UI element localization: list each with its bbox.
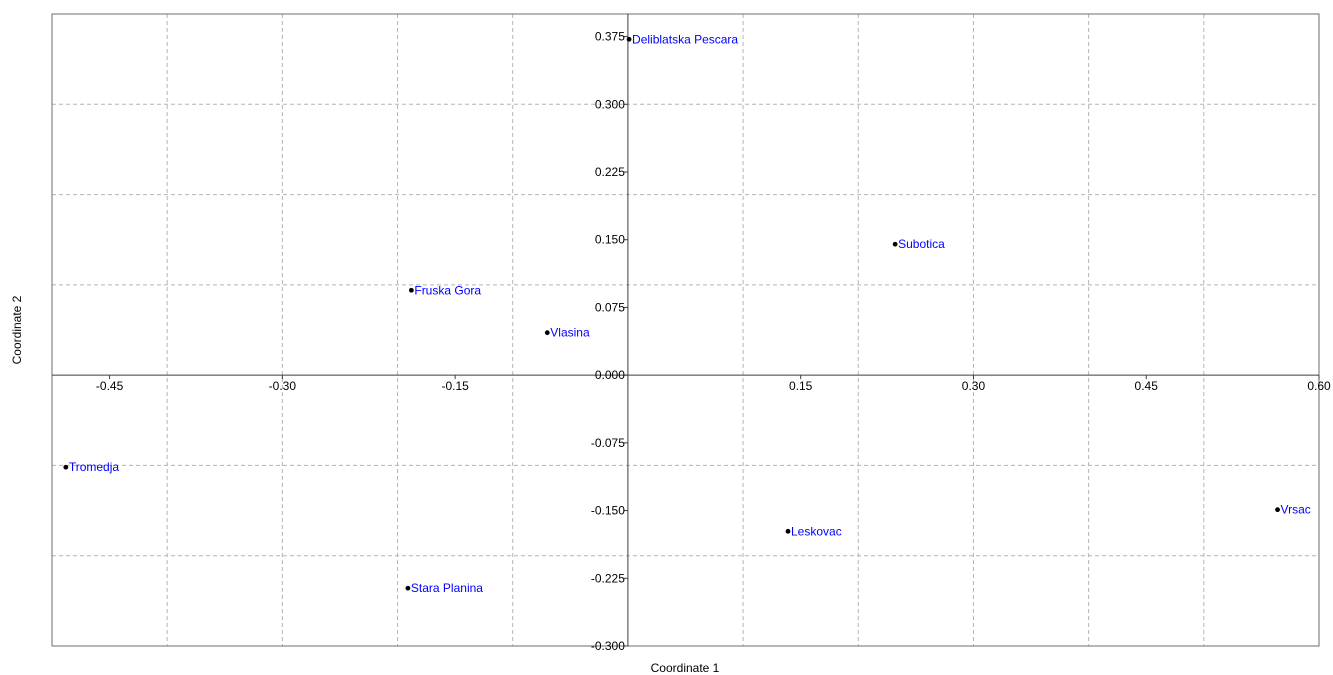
point-label: Fruska Gora: [414, 283, 481, 297]
point-label: Leskovac: [791, 524, 842, 538]
y-tick-label: 0.225: [595, 165, 625, 179]
point-label: Vrsac: [1281, 503, 1311, 517]
data-point: [626, 36, 632, 42]
point-label: Deliblatska Pescara: [632, 32, 738, 46]
y-tick-label: 0.075: [595, 300, 625, 314]
data-point: [405, 585, 411, 591]
point-label: Stara Planina: [411, 581, 483, 595]
data-point: [785, 528, 791, 534]
data-point: [892, 241, 898, 247]
x-tick-label: -0.15: [441, 379, 469, 393]
axes: [52, 14, 1320, 647]
x-tick-label: -0.30: [269, 379, 297, 393]
x-tick-labels: -0.45 -0.30 -0.15 0.15 0.30 0.45 0.60: [96, 379, 1331, 393]
data-point: [63, 464, 69, 470]
data-points: Deliblatska Pescara Subotica Fruska Gora Vl…: [63, 32, 1311, 595]
y-tick-label: -0.075: [591, 436, 625, 450]
y-tick-label: 0.300: [595, 97, 625, 111]
x-tick-label: 0.45: [1135, 379, 1159, 393]
x-axis-title: Coordinate 1: [651, 661, 720, 675]
grid-lines: [52, 14, 1319, 646]
y-axis-title: Coordinate 2: [10, 295, 24, 364]
x-tick-label: 0.15: [789, 379, 813, 393]
data-point: [408, 287, 414, 293]
y-tick-label: 0.150: [595, 233, 625, 247]
x-tick-label: -0.45: [96, 379, 124, 393]
y-tick-labels: 0.375 0.300 0.225 0.150 0.075 0.000 -0.075 -0.1…: [591, 30, 625, 653]
y-tick-label: -0.150: [591, 504, 625, 518]
plot-frame: [51, 13, 1320, 647]
point-label: Subotica: [898, 237, 945, 251]
y-tick-label: 0.375: [595, 30, 625, 44]
x-tick-label: 0.30: [962, 379, 986, 393]
data-point: [1275, 507, 1280, 513]
y-tick-label: -0.225: [591, 571, 625, 585]
point-label: Tromedja: [69, 460, 120, 474]
y-tick-label: -0.300: [591, 639, 625, 653]
y-tick-label: 0.000: [595, 368, 625, 382]
point-label: Vlasina: [550, 326, 590, 340]
x-tick-label: 0.60: [1307, 379, 1331, 393]
data-point: [544, 330, 550, 336]
